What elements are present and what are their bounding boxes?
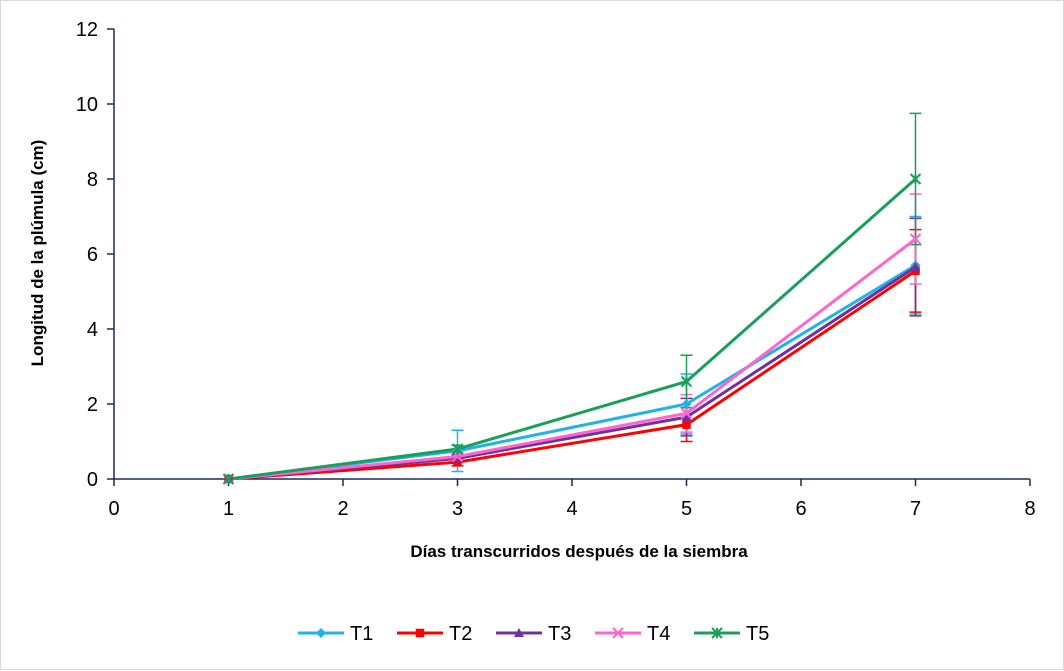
legend-item-t3: T3 [496, 623, 571, 645]
series-line-t4 [228, 237, 917, 481]
legend-marker [514, 628, 524, 637]
y-tick-label: 6 [87, 244, 98, 266]
point-t3 [910, 262, 921, 272]
legend-label: T4 [647, 623, 670, 645]
legend-marker [711, 627, 723, 639]
y-tick-label: 12 [76, 19, 98, 41]
point-t5 [451, 443, 464, 455]
legend-marker [612, 627, 624, 639]
series-markers [222, 173, 922, 485]
x-tick-label: 2 [337, 498, 348, 520]
x-tick-label: 0 [108, 498, 119, 520]
legend-item-t5: T5 [694, 623, 769, 645]
x-tick-label: 8 [1024, 498, 1035, 520]
point-t4 [909, 233, 922, 245]
y-axis-title: Longitud de la plúmula (cm) [28, 140, 47, 367]
legend-item-t2: T2 [397, 623, 472, 645]
x-tick-label: 5 [681, 498, 692, 520]
x-tick-label: 3 [452, 498, 463, 520]
point-t5 [222, 473, 235, 485]
legend-label: T2 [449, 623, 472, 645]
legend: T1 T2 T3 T4 T5 [298, 623, 769, 645]
x-tick-label: 7 [910, 498, 921, 520]
point-t3 [681, 412, 692, 422]
x-axis-title: Días transcurridos después de la siembra [410, 542, 748, 561]
point-t5 [909, 173, 922, 185]
series-line-t5 [228, 177, 917, 481]
y-tick-label: 2 [87, 394, 98, 416]
y-tick-label: 4 [87, 319, 98, 341]
legend-item-t4: T4 [595, 623, 670, 645]
legend-item-t1: T1 [298, 623, 373, 645]
point-t5 [680, 375, 693, 388]
series-line-t2 [228, 269, 917, 481]
legend-label: T5 [746, 623, 769, 645]
point-t4 [680, 407, 693, 420]
legend-label: T1 [350, 623, 373, 645]
x-tick-label: 4 [566, 498, 577, 520]
y-tick-label: 8 [87, 169, 98, 191]
x-tick-label: 6 [795, 498, 806, 520]
legend-marker [415, 628, 425, 638]
series-lines [228, 177, 917, 481]
series-line-t3 [228, 265, 917, 481]
x-tick-label: 1 [223, 498, 234, 520]
legend-marker [316, 628, 326, 638]
legend-label: T3 [548, 623, 571, 645]
series-line-t1 [228, 263, 917, 481]
y-tick-label: 0 [87, 469, 98, 491]
y-tick-label: 10 [76, 94, 98, 116]
point-t2 [682, 420, 691, 429]
point-t1 [681, 399, 692, 409]
